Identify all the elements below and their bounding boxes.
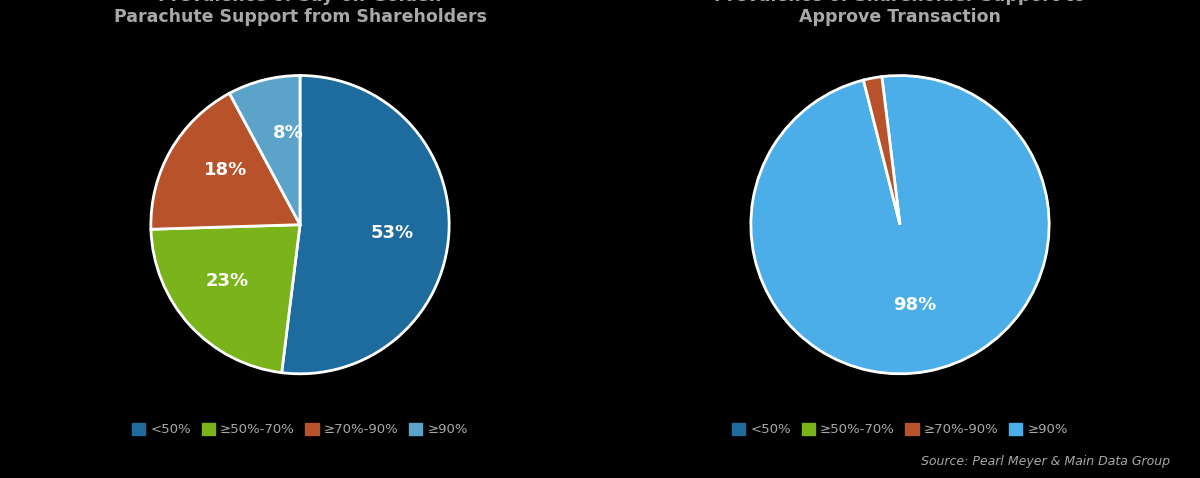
Text: 18%: 18% [204,161,247,179]
Title: Prevalence of Shareholder Support to
Approve Transaction: Prevalence of Shareholder Support to App… [714,0,1086,26]
Legend: <50%, ≥50%-70%, ≥70%-90%, ≥90%: <50%, ≥50%-70%, ≥70%-90%, ≥90% [126,418,474,442]
Wedge shape [864,76,900,225]
Title: Prevalence of Say-on-Golden
Parachute Support from Shareholders: Prevalence of Say-on-Golden Parachute Su… [114,0,486,26]
Wedge shape [282,76,449,374]
Text: Source: Pearl Meyer & Main Data Group: Source: Pearl Meyer & Main Data Group [922,456,1170,468]
Wedge shape [151,93,300,229]
Wedge shape [751,76,1049,374]
Text: 98%: 98% [894,296,937,315]
Wedge shape [229,76,300,225]
Text: 8%: 8% [274,124,304,142]
Text: 53%: 53% [371,224,414,242]
Text: 23%: 23% [205,272,248,290]
Legend: <50%, ≥50%-70%, ≥70%-90%, ≥90%: <50%, ≥50%-70%, ≥70%-90%, ≥90% [726,418,1074,442]
Wedge shape [151,225,300,373]
